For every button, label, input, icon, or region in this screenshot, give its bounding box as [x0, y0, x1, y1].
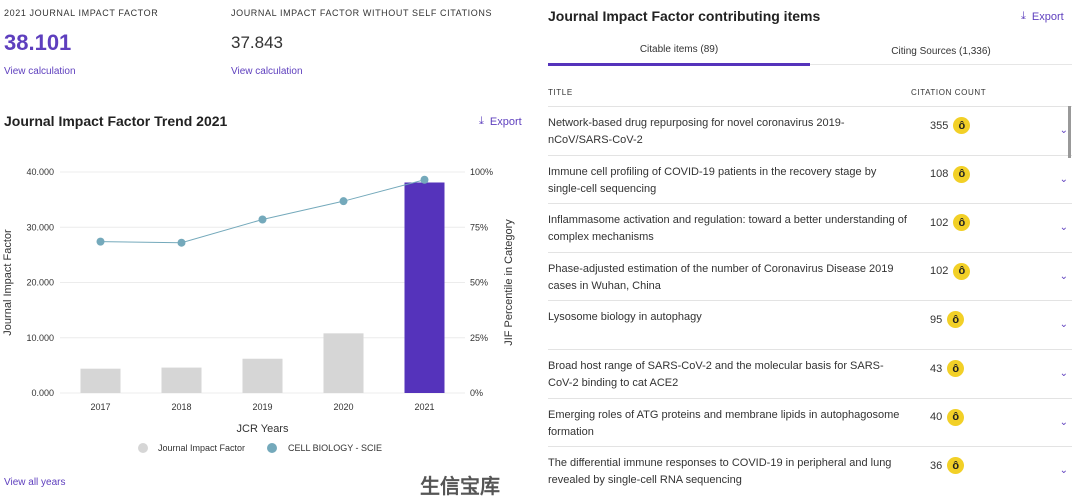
table-row[interactable]: Immune cell profiling of COVID-19 patien…	[548, 154, 1072, 204]
percentile-point	[177, 238, 186, 247]
y-axis-label: Journal Impact Factor	[2, 229, 14, 336]
open-access-icon: ô	[953, 117, 971, 134]
watermark: 生信宝库	[420, 476, 500, 498]
y2-axis-label: JIF Percentile in Category	[503, 219, 515, 346]
x-tick-label: 2021	[414, 402, 434, 412]
open-access-icon: ô	[947, 457, 965, 475]
open-access-icon: ô	[947, 408, 965, 426]
item-title[interactable]: Inflammasome activation and regulation: …	[548, 214, 907, 244]
trend-chart: 0.000 0% 10.000 25% 20.000 50% 30.000 75% 40.000…	[2, 167, 515, 453]
chevron-down-icon[interactable]: ⌄	[1059, 319, 1068, 331]
column-title: TITLE	[548, 88, 573, 97]
open-access-icon: ô	[953, 214, 971, 232]
citation-count: 102	[930, 216, 949, 229]
chevron-down-icon[interactable]: ⌄	[1059, 222, 1068, 234]
x-tick-label: 2017	[90, 402, 110, 412]
download-icon: ⤓	[479, 115, 484, 127]
open-access-icon: ô	[953, 165, 971, 183]
view-calculation-link[interactable]: View calculation	[4, 66, 76, 77]
percentile-point	[339, 197, 348, 206]
bar	[404, 182, 445, 393]
download-icon: ⤓	[1021, 10, 1026, 22]
open-access-icon: ô	[947, 311, 965, 329]
table-row[interactable]: Broad host range of SARS-CoV-2 and the m…	[548, 349, 1072, 398]
bar	[80, 368, 121, 393]
y2-tick-label: 50%	[470, 278, 488, 288]
trend-export-button[interactable]: ⤓ Export	[479, 115, 522, 128]
legend-label-jif: Journal Impact Factor	[158, 443, 245, 453]
items-export-button[interactable]: ⤓ Export	[1021, 10, 1064, 23]
legend-marker-category	[267, 443, 277, 453]
chevron-down-icon[interactable]: ⌄	[1059, 173, 1068, 185]
chevron-down-icon[interactable]: ⌄	[1059, 270, 1068, 282]
scrollbar[interactable]	[1068, 106, 1071, 158]
table-row[interactable]: Lysosome biology in autophagy 95 ô ⌄	[548, 300, 1072, 349]
item-title[interactable]: Network-based drug repurposing for novel…	[548, 117, 845, 146]
item-title[interactable]: Broad host range of SARS-CoV-2 and the m…	[548, 360, 884, 389]
tab-citable-items[interactable]: Citable items (89)	[548, 36, 810, 66]
jif-noself-value: 37.843	[231, 33, 283, 52]
percentile-point	[420, 175, 429, 184]
bar	[242, 358, 283, 393]
chevron-down-icon[interactable]: ⌄	[1059, 416, 1068, 428]
citation-count: 36	[930, 459, 943, 472]
citation-count: 40	[930, 411, 943, 424]
percentile-line	[100, 179, 425, 244]
tab-citing-sources[interactable]: Citing Sources (1,336)	[891, 45, 991, 57]
column-citation-count: CITATION COUNT	[911, 88, 987, 97]
items-title: Journal Impact Factor contributing items	[548, 8, 821, 24]
citation-count: 108	[930, 168, 949, 181]
trend-title: Journal Impact Factor Trend 2021	[4, 113, 228, 129]
item-title[interactable]: The differential immune responses to COV…	[548, 457, 892, 487]
item-title[interactable]: Immune cell profiling of COVID-19 patien…	[548, 165, 877, 195]
chevron-down-icon[interactable]: ⌄	[1059, 465, 1068, 477]
x-axis-label: JCR Years	[237, 423, 289, 435]
open-access-icon: ô	[947, 360, 965, 377]
citation-count: 102	[930, 265, 949, 278]
y-tick-label: 10.000	[26, 333, 54, 343]
citation-count: 95	[930, 313, 943, 326]
table-row[interactable]: Network-based drug repurposing for novel…	[548, 106, 1072, 155]
y2-tick-label: 100%	[470, 167, 493, 177]
y-tick-label: 0.000	[31, 388, 54, 398]
jif-label: 2021 JOURNAL IMPACT FACTOR	[4, 8, 159, 18]
chevron-down-icon[interactable]: ⌄	[1059, 125, 1068, 136]
x-tick-label: 2019	[252, 402, 272, 412]
item-title[interactable]: Lysosome biology in autophagy	[548, 311, 702, 324]
citation-count: 43	[930, 362, 943, 375]
jif-noself-label: JOURNAL IMPACT FACTOR WITHOUT SELF CITAT…	[231, 8, 493, 18]
percentile-point	[258, 215, 267, 224]
table-row[interactable]: Phase-adjusted estimation of the number …	[548, 251, 1072, 301]
table-row[interactable]: The differential immune responses to COV…	[548, 446, 1072, 495]
y-tick-label: 30.000	[26, 222, 54, 232]
y2-tick-label: 0%	[470, 388, 483, 398]
chevron-down-icon[interactable]: ⌄	[1059, 368, 1068, 379]
jif-value: 38.101	[4, 30, 72, 55]
table-row[interactable]: Inflammasome activation and regulation: …	[548, 203, 1072, 252]
item-title[interactable]: Emerging roles of ATG proteins and membr…	[548, 408, 900, 438]
item-title[interactable]: Phase-adjusted estimation of the number …	[548, 262, 894, 292]
percentile-point	[96, 237, 105, 246]
open-access-icon: ô	[953, 262, 971, 280]
bar	[161, 367, 202, 393]
y-tick-label: 40.000	[26, 167, 54, 177]
y-tick-label: 20.000	[26, 278, 54, 288]
legend-marker-jif	[138, 443, 148, 453]
view-all-years-link[interactable]: View all years	[4, 477, 66, 488]
x-tick-label: 2020	[333, 402, 353, 412]
view-calculation-noself-link[interactable]: View calculation	[231, 66, 303, 77]
y2-tick-label: 75%	[470, 222, 488, 232]
bar	[323, 333, 364, 393]
legend-label-category: CELL BIOLOGY - SCIE	[288, 443, 382, 453]
x-tick-label: 2018	[171, 402, 191, 412]
table-row[interactable]: Emerging roles of ATG proteins and membr…	[548, 397, 1072, 447]
y2-tick-label: 25%	[470, 333, 488, 343]
citation-count: 355	[930, 119, 949, 132]
